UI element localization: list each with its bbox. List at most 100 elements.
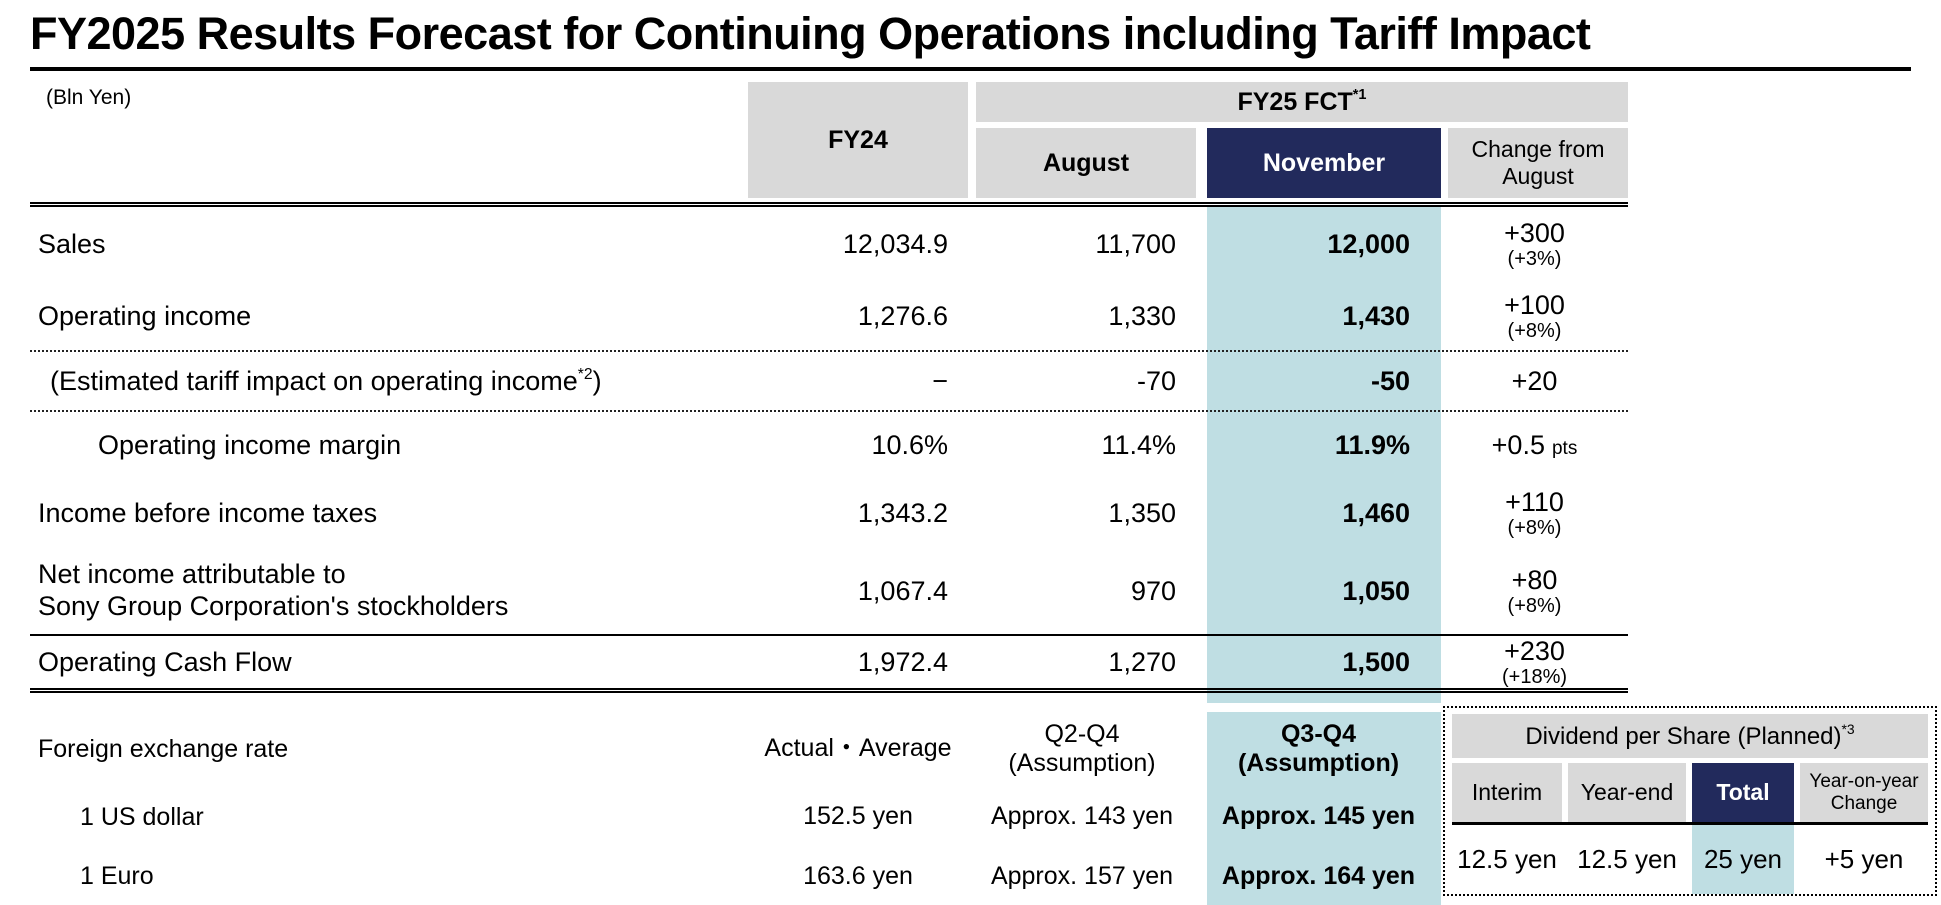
fx-fy24-value: 163.6 yen — [803, 861, 913, 890]
fx-row-label: 1 Euro — [80, 862, 154, 890]
row-label: (Estimated tariff impact on operating in… — [50, 365, 602, 396]
fx-august-header: Q2-Q4 (Assumption) — [1008, 719, 1156, 778]
november-value: 1,460 — [1342, 497, 1410, 528]
change-amount: +20 — [1511, 365, 1558, 396]
august-value: 1,330 — [1108, 300, 1176, 331]
change-unit: pts — [1551, 437, 1578, 459]
fy24-value: 1,067.4 — [857, 575, 948, 606]
change-percent: (+3%) — [1507, 248, 1562, 270]
table-row-tariff-impact: (Estimated tariff impact on operating in… — [30, 352, 1628, 412]
dividend-title: Dividend per Share (Planned)*3 — [1452, 714, 1928, 758]
table-row-operating-cash-flow: Operating Cash Flow 1,972.4 1,270 1,500 … — [30, 636, 1628, 693]
footnote-marker-2: *2 — [577, 365, 593, 383]
fy25-fct-group-label: FY25 FCT*1 — [1237, 87, 1367, 116]
august-column-header-label: August — [1042, 148, 1130, 177]
change-from-august-header-label: Change from August — [1471, 135, 1605, 189]
fy24-value: 12,034.9 — [842, 229, 948, 259]
fx-november-value: Approx. 164 yen — [1221, 861, 1416, 890]
august-value: 11.4% — [1101, 429, 1176, 460]
november-highlight-band-fx — [1207, 712, 1441, 905]
change-cell: +20 — [1441, 365, 1628, 396]
fy24-value: 1,276.6 — [857, 300, 948, 331]
change-cell: +80 (+8%) — [1441, 564, 1628, 617]
dividend-header-year-end: Year-end — [1568, 763, 1686, 822]
august-value: 970 — [1130, 575, 1176, 606]
unit-label: (Bln Yen) — [46, 86, 132, 109]
change-percent: (+8%) — [1507, 516, 1562, 539]
dividend-header-yoy-change: Year-on-year Change — [1800, 763, 1928, 822]
change-cell: +110 (+8%) — [1441, 486, 1628, 539]
fx-header-row: Foreign exchange rate Actual・Average Q2-… — [30, 712, 1628, 786]
footnote-marker-1: *1 — [1352, 87, 1367, 104]
fx-row-euro: 1 Euro 163.6 yen Approx. 157 yen Approx.… — [30, 848, 1628, 905]
change-from-august-column-header: Change from August — [1448, 128, 1628, 198]
change-cell: +230 (+18%) — [1441, 635, 1628, 688]
fx-november-header: Q3-Q4 (Assumption) — [1237, 719, 1400, 778]
fy24-column-header-label: FY24 — [828, 125, 888, 154]
dividend-value-interim: 12.5 yen — [1457, 844, 1557, 874]
change-amount: +100 — [1504, 289, 1565, 320]
august-value: 1,270 — [1108, 646, 1176, 677]
fx-fy24-header: Actual・Average — [764, 734, 952, 763]
footnote-marker-3: *3 — [1841, 720, 1855, 737]
dividend-panel: Dividend per Share (Planned)*3 Interim Y… — [1443, 706, 1937, 896]
table-row-operating-income-margin: Operating income margin 10.6% 11.4% 11.9… — [30, 412, 1628, 478]
november-value: 12,000 — [1327, 229, 1410, 259]
fy24-value: 10.6% — [871, 429, 948, 460]
page-title: FY2025 Results Forecast for Continuing O… — [30, 8, 1911, 71]
table-row-net-income: Net income attributable to Sony Group Co… — [30, 548, 1628, 636]
november-value: 11.9% — [1334, 429, 1410, 460]
november-column-header-label: November — [1262, 148, 1386, 177]
row-label: Income before income taxes — [38, 497, 378, 528]
table-row-operating-income: Operating income 1,276.6 1,330 1,430 +10… — [30, 282, 1628, 352]
fx-august-value: Approx. 157 yen — [990, 861, 1174, 890]
fy24-value: 1,972.4 — [857, 646, 948, 677]
results-table: Sales 12,034.9 11,700 12,000 +300 (+3%) … — [30, 202, 1628, 693]
fx-november-value: Approx. 145 yen — [1221, 802, 1416, 831]
fy24-column-header: FY24 — [748, 82, 968, 198]
change-amount: +230 — [1504, 635, 1565, 666]
change-amount: +300 — [1504, 218, 1565, 248]
dividend-value-yoy-change: +5 yen — [1824, 844, 1904, 874]
change-amount: +0.5 — [1491, 429, 1545, 460]
fy24-value: 1,343.2 — [857, 497, 948, 528]
row-label: Operating income — [38, 300, 252, 331]
dividend-value-year-end: 12.5 yen — [1577, 844, 1677, 874]
dividend-header-total: Total — [1692, 763, 1794, 822]
november-column-header: November — [1207, 128, 1441, 198]
august-value: 11,700 — [1095, 229, 1176, 259]
row-label: Operating income margin — [98, 429, 402, 460]
dividend-header-interim: Interim — [1452, 763, 1562, 822]
change-cell: +100 (+8%) — [1441, 289, 1628, 341]
fx-fy24-value: 152.5 yen — [803, 802, 913, 831]
dividend-header-row: Interim Year-end Total Year-on-year Chan… — [1452, 763, 1928, 825]
change-percent: (+18%) — [1501, 665, 1568, 688]
fx-august-value: Approx. 143 yen — [990, 802, 1174, 831]
november-value: 1,050 — [1342, 575, 1410, 606]
fx-section: Foreign exchange rate Actual・Average Q2-… — [30, 712, 1628, 905]
row-label: Operating Cash Flow — [38, 646, 292, 677]
row-label: Net income attributable to Sony Group Co… — [38, 559, 509, 621]
change-amount: +80 — [1511, 564, 1558, 595]
november-value: 1,500 — [1342, 646, 1410, 677]
change-cell: +0.5 pts — [1441, 429, 1628, 460]
change-amount: +110 — [1505, 486, 1564, 517]
table-row-income-before-taxes: Income before income taxes 1,343.2 1,350… — [30, 478, 1628, 548]
august-column-header: August — [976, 128, 1196, 198]
fx-row-label: 1 US dollar — [80, 802, 204, 831]
november-value: -50 — [1370, 365, 1410, 396]
fx-section-label: Foreign exchange rate — [38, 734, 289, 763]
august-value: -70 — [1136, 365, 1176, 396]
row-label: Sales — [38, 229, 106, 259]
dividend-value-total: 25 yen — [1692, 825, 1794, 894]
table-row-sales: Sales 12,034.9 11,700 12,000 +300 (+3%) — [30, 207, 1628, 282]
change-cell: +300 (+3%) — [1441, 218, 1628, 270]
fy25-fct-group-header: FY25 FCT*1 — [976, 82, 1628, 122]
november-value: 1,430 — [1342, 300, 1410, 331]
november-highlight-band-main — [1207, 207, 1441, 703]
change-percent: (+8%) — [1507, 594, 1562, 617]
fx-row-us-dollar: 1 US dollar 152.5 yen Approx. 143 yen Ap… — [30, 786, 1628, 848]
fy24-value: − — [932, 365, 948, 396]
august-value: 1,350 — [1108, 497, 1176, 528]
